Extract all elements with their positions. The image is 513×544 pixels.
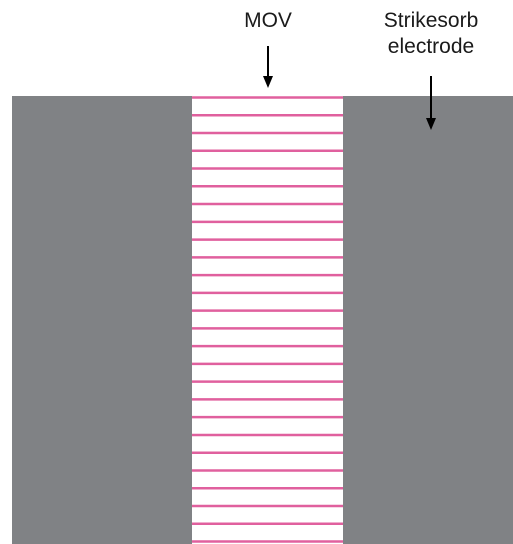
left-electrode-block — [12, 96, 192, 544]
electrode-arrow — [426, 76, 436, 130]
electrode-label-line1: Strikesorb — [383, 9, 479, 32]
electrode-label-line2: electrode — [387, 35, 475, 58]
mov-stripes — [192, 96, 343, 543]
electrode-label: Strikesorb electrode — [356, 8, 506, 60]
right-electrode-block — [343, 96, 513, 544]
mov-label: MOV — [218, 8, 318, 34]
mov-layer — [192, 96, 343, 544]
mov-arrow — [263, 46, 273, 88]
mov-label-text: MOV — [244, 9, 292, 32]
